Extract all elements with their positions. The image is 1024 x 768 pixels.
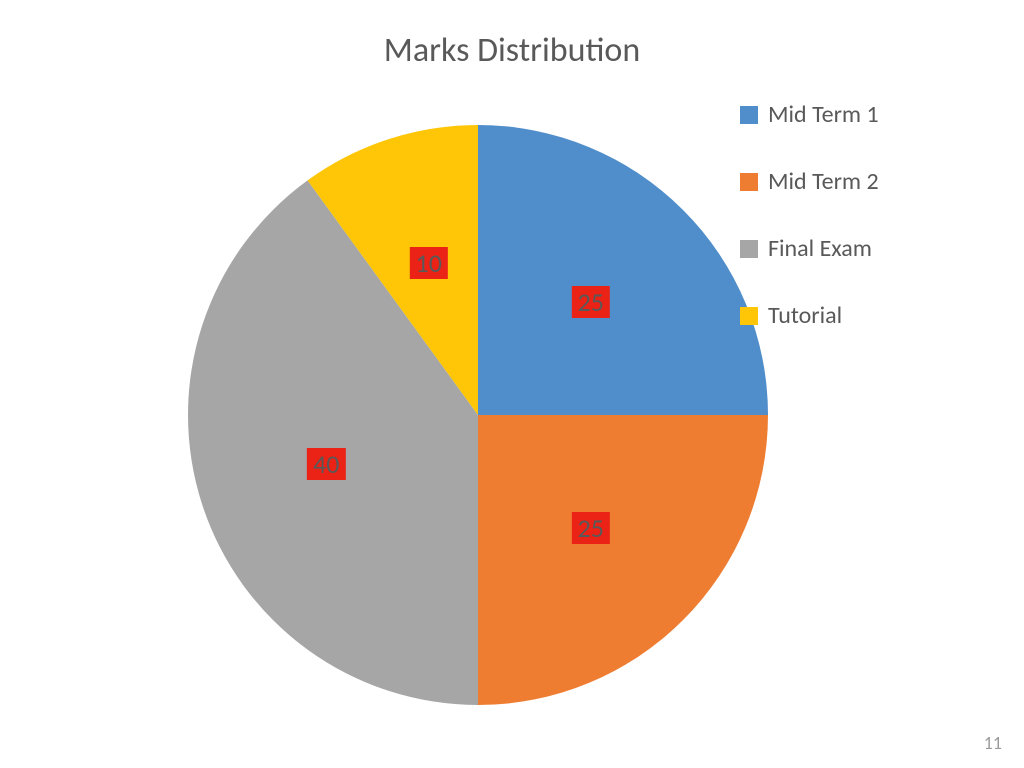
legend-item: Mid Term 1 (740, 100, 1000, 129)
pie-data-label: 40 (307, 448, 345, 480)
legend-item: Mid Term 2 (740, 167, 1000, 196)
legend-swatch (740, 106, 758, 124)
chart-stage: Marks Distribution Mid Term 1 Mid Term 2 F… (0, 0, 1024, 768)
legend-item: Tutorial (740, 301, 1000, 330)
pie-chart (188, 125, 768, 705)
legend-label: Mid Term 2 (768, 167, 879, 196)
pie-data-label: 25 (572, 286, 610, 318)
pie-data-label: 25 (572, 512, 610, 544)
legend-swatch (740, 240, 758, 258)
legend-label: Final Exam (768, 234, 872, 263)
legend: Mid Term 1 Mid Term 2 Final Exam Tutorial (740, 100, 1000, 368)
page-number: 11 (984, 732, 1002, 754)
legend-label: Tutorial (768, 301, 842, 330)
pie-slice (478, 415, 768, 705)
pie-data-label: 10 (410, 247, 448, 279)
legend-item: Final Exam (740, 234, 1000, 263)
legend-swatch (740, 173, 758, 191)
pie-svg (188, 125, 768, 705)
chart-title: Marks Distribution (0, 30, 1024, 71)
legend-label: Mid Term 1 (768, 100, 879, 129)
legend-swatch (740, 307, 758, 325)
pie-slice (478, 125, 768, 415)
